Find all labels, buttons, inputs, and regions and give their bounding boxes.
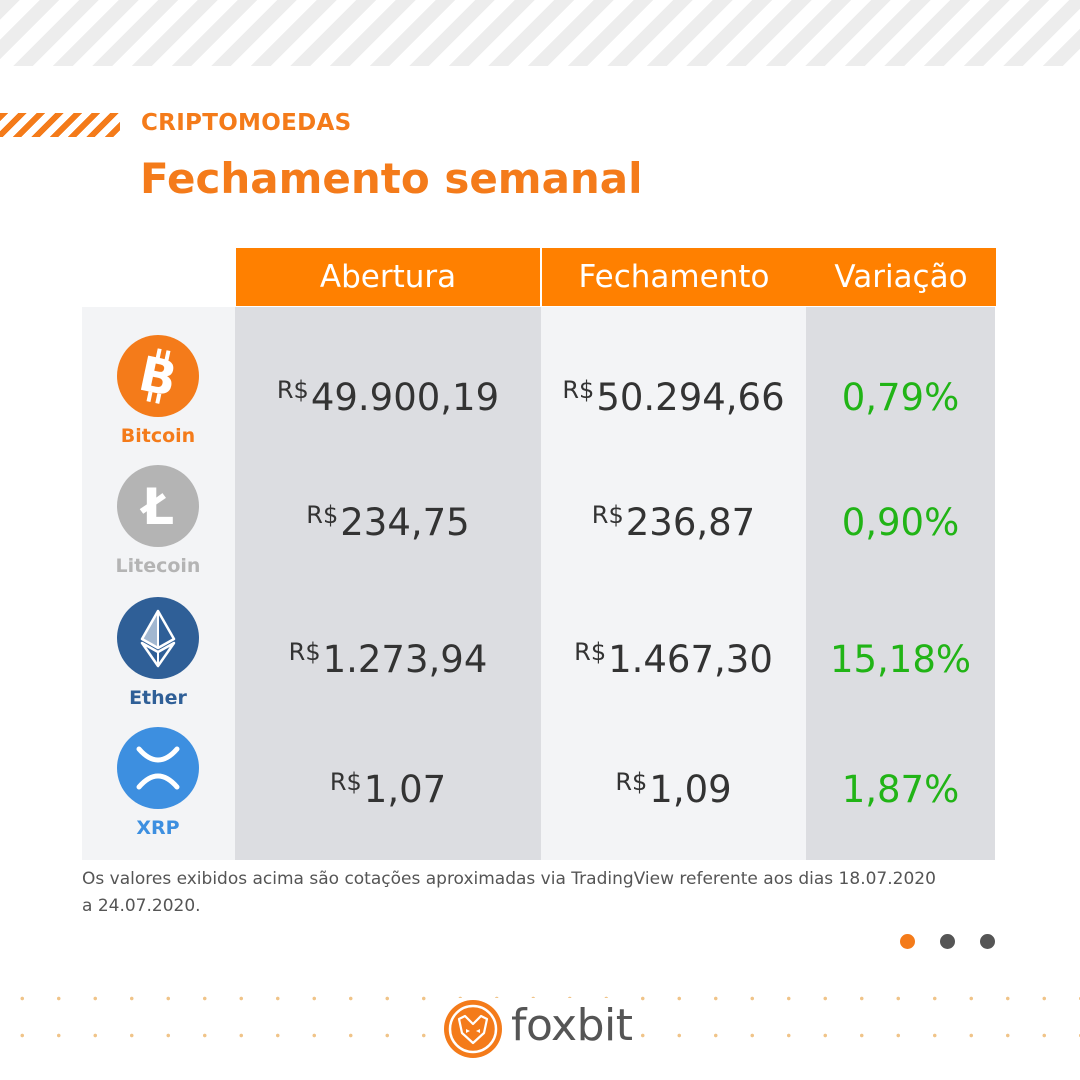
coin-name: Ether [129, 687, 187, 709]
bitcoin-icon: B [117, 335, 199, 417]
open-price: R$ 1,07 [235, 727, 541, 852]
table-row-litecoin: Ł Litecoin R$ 234,75 R$ 236,87 0,90% [82, 465, 995, 580]
brand-name: foxbit [511, 1000, 633, 1051]
coin-name: Litecoin [115, 555, 201, 577]
header-abertura: Abertura [236, 248, 540, 306]
close-value: 236,87 [625, 501, 756, 544]
change-percent: 0,79% [841, 376, 960, 419]
open-value: 1,07 [363, 768, 447, 811]
open-value: 1.273,94 [322, 638, 488, 681]
open-price: R$ 49.900,19 [235, 335, 541, 460]
coin-xrp: XRP [82, 727, 234, 839]
coin-name: Bitcoin [120, 425, 196, 447]
ether-icon [117, 597, 199, 679]
carousel-dot[interactable] [980, 934, 995, 949]
currency-symbol: R$ [615, 767, 648, 796]
change-percent: 0,90% [841, 501, 960, 544]
header-variacao: Variação [806, 248, 996, 306]
table-row-bitcoin: B Bitcoin R$ 49.900,19 R$ 50.294,66 0,79% [82, 335, 995, 450]
currency-symbol: R$ [288, 637, 321, 666]
header-fechamento: Fechamento [542, 248, 806, 306]
close-value: 50.294,66 [596, 376, 785, 419]
close-value: 1,09 [649, 768, 732, 811]
section-label: CRIPTOMOEDAS [141, 110, 352, 136]
change-percent: 15,18% [829, 638, 972, 681]
currency-symbol: R$ [276, 375, 309, 404]
open-value: 49.900,19 [310, 376, 500, 419]
open-price: R$ 234,75 [235, 460, 541, 585]
page-title: Fechamento semanal [140, 154, 643, 203]
abertura-column-bg [235, 307, 541, 860]
open-price: R$ 1.273,94 [235, 597, 541, 722]
litecoin-icon: Ł [117, 465, 199, 547]
currency-symbol: R$ [329, 767, 362, 796]
table-row-xrp: XRP R$ 1,07 R$ 1,09 1,87% [82, 727, 995, 842]
fechamento-column-bg [541, 307, 806, 860]
close-price: R$ 236,87 [541, 460, 806, 585]
open-value: 234,75 [340, 501, 470, 544]
coin-litecoin: Ł Litecoin [82, 465, 234, 577]
title-stripe-accent [0, 113, 120, 137]
fox-logo-icon [444, 1000, 502, 1058]
close-price: R$ 1,09 [541, 727, 806, 852]
xrp-icon [117, 727, 199, 809]
close-price: R$ 1.467,30 [541, 597, 806, 722]
close-price: R$ 50.294,66 [541, 335, 806, 460]
currency-symbol: R$ [562, 375, 595, 404]
currency-symbol: R$ [591, 500, 624, 529]
coin-name: XRP [136, 817, 180, 839]
svg-text:Ł: Ł [139, 478, 174, 536]
top-stripe-pattern [0, 0, 1080, 66]
coin-bitcoin: B Bitcoin [82, 335, 234, 447]
footnote: Os valores exibidos acima são cotações a… [82, 869, 936, 916]
variacao-column-bg [806, 307, 995, 860]
currency-symbol: R$ [306, 500, 339, 529]
currency-symbol: R$ [574, 637, 607, 666]
table-row-ether: Ether R$ 1.273,94 R$ 1.467,30 15,18% [82, 597, 995, 712]
carousel-dot-active[interactable] [900, 934, 915, 949]
close-value: 1.467,30 [608, 638, 773, 681]
change-percent: 1,87% [841, 768, 960, 811]
carousel-dot[interactable] [940, 934, 955, 949]
coin-ether: Ether [82, 597, 234, 709]
